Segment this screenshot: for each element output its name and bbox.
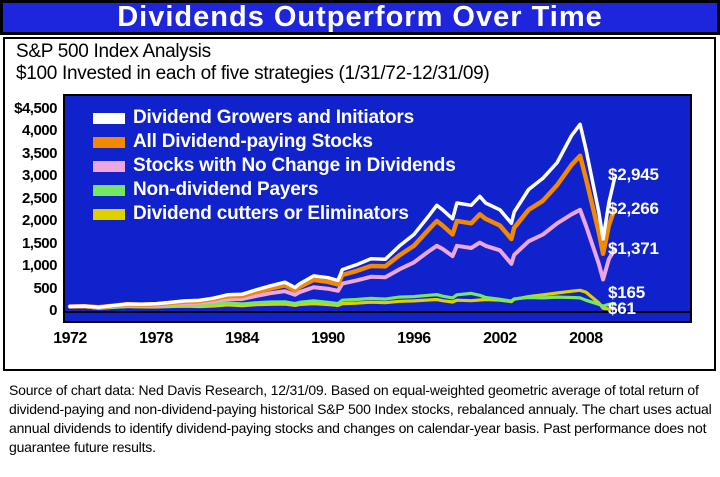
y-axis-tick-label: 1,500 bbox=[21, 234, 58, 252]
legend-swatch-dividend-growers bbox=[93, 112, 125, 124]
series-end-label: $1,371 bbox=[608, 239, 659, 259]
legend-swatch-no-change bbox=[93, 160, 125, 172]
chart-canvas bbox=[65, 122, 690, 313]
legend: Dividend Growers and Initiators All Divi… bbox=[93, 106, 456, 226]
legend-label: All Dividend-paying Stocks bbox=[133, 131, 373, 152]
y-axis-tick-label: 500 bbox=[33, 279, 57, 297]
y-axis-tick-label: 2,500 bbox=[21, 189, 58, 207]
y-axis-tick-label: $4,500 bbox=[14, 99, 57, 117]
x-axis-tick-label: 2008 bbox=[569, 330, 603, 347]
legend-item: Dividend cutters or Eliminators bbox=[93, 202, 456, 226]
legend-item: Dividend Growers and Initiators bbox=[93, 106, 456, 130]
subtitle-line1: S&P 500 Index Analysis bbox=[16, 41, 211, 62]
y-axis-tick-label: 3,000 bbox=[21, 167, 58, 184]
x-axis-tick-label: 1972 bbox=[53, 330, 87, 347]
title-bar: Dividends Outperform Over Time bbox=[0, 0, 720, 35]
series-end-label: $165 bbox=[608, 282, 646, 302]
y-axis-tick-label: 4,000 bbox=[21, 122, 58, 139]
series-end-label: $61 bbox=[608, 299, 636, 319]
y-axis-tick-label: 2,000 bbox=[21, 212, 58, 229]
series-line bbox=[68, 122, 617, 309]
y-axis-tick-label: 0 bbox=[49, 302, 57, 319]
x-axis-tick-label: 1990 bbox=[311, 330, 345, 347]
legend-label: Stocks with No Change in Dividends bbox=[133, 155, 456, 176]
series-end-label: $2,945 bbox=[608, 165, 659, 185]
legend-item: Non-dividend Payers bbox=[93, 178, 456, 202]
series-end-label: $2,266 bbox=[608, 199, 659, 219]
x-axis-tick-label: 1996 bbox=[397, 330, 431, 347]
y-axis-tick-label: 3,500 bbox=[21, 144, 58, 162]
legend-swatch-cutters bbox=[93, 208, 125, 220]
legend-swatch-non-dividend bbox=[93, 184, 125, 196]
legend-swatch-all-dividend-payers bbox=[93, 136, 125, 148]
legend-label: Dividend Growers and Initiators bbox=[133, 107, 414, 128]
subtitle: S&P 500 Index Analysis $100 Invested in … bbox=[16, 41, 490, 85]
x-axis-tick-label: 1978 bbox=[139, 330, 173, 347]
legend-item: All Dividend-paying Stocks bbox=[93, 130, 456, 154]
x-axis-tick-label: 1984 bbox=[225, 330, 259, 347]
chart-title: Dividends Outperform Over Time bbox=[117, 1, 603, 33]
subtitle-line2: $100 Invested in each of five strategies… bbox=[16, 63, 490, 84]
source-text: Source of chart data: Ned Davis Research… bbox=[9, 382, 712, 455]
legend-label: Dividend cutters or Eliminators bbox=[133, 203, 409, 224]
x-axis-tick-label: 2002 bbox=[483, 330, 517, 347]
legend-label: Non-dividend Payers bbox=[133, 179, 319, 200]
legend-item: Stocks with No Change in Dividends bbox=[93, 154, 456, 178]
chart-plot-area: Dividend Growers and Initiators All Divi… bbox=[63, 94, 692, 323]
y-axis-tick-label: 1,000 bbox=[21, 257, 58, 274]
